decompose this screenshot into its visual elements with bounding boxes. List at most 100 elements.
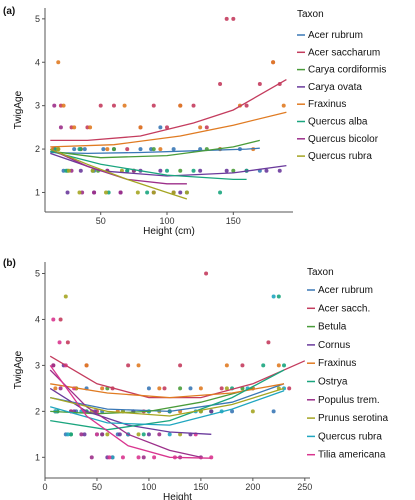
data-point xyxy=(198,168,203,173)
data-point xyxy=(136,432,141,437)
data-point xyxy=(72,125,77,130)
data-point xyxy=(204,271,209,276)
data-point xyxy=(261,363,266,368)
data-point xyxy=(240,363,245,368)
data-point xyxy=(104,190,109,195)
data-point xyxy=(63,294,68,299)
data-point xyxy=(271,294,276,299)
data-point xyxy=(218,190,223,195)
data-point xyxy=(277,168,282,173)
legend-label: Fraxinus xyxy=(318,358,356,369)
data-point xyxy=(58,386,63,391)
fit-line xyxy=(49,365,212,459)
data-point xyxy=(138,125,143,130)
data-point xyxy=(178,190,183,195)
fit-line xyxy=(50,387,285,417)
fit-line xyxy=(50,79,287,142)
data-point xyxy=(88,125,93,130)
data-point xyxy=(65,190,70,195)
data-point xyxy=(158,147,163,152)
fit-line xyxy=(50,139,260,159)
data-point xyxy=(125,147,130,152)
data-point xyxy=(257,81,262,86)
data-point xyxy=(271,60,276,65)
data-point xyxy=(145,190,150,195)
x-tick-label: 50 xyxy=(92,482,102,492)
data-point xyxy=(82,432,87,437)
data-point xyxy=(271,409,276,414)
data-point xyxy=(92,190,97,195)
data-point xyxy=(266,340,271,345)
fit-line xyxy=(50,150,247,181)
data-point xyxy=(136,363,141,368)
fit-line xyxy=(50,148,188,200)
data-point xyxy=(178,363,183,368)
y-tick-label: 3 xyxy=(35,360,40,370)
data-point xyxy=(141,432,146,437)
x-tick-label: 100 xyxy=(141,482,156,492)
y-tick-label: 5 xyxy=(35,268,40,278)
data-point xyxy=(68,432,73,437)
legend-label: Acer rubrum xyxy=(308,30,363,41)
data-point xyxy=(151,190,156,195)
legend-label: Quercus alba xyxy=(308,117,368,128)
legend-label: Cornus xyxy=(318,340,350,351)
data-point xyxy=(152,455,157,460)
data-point xyxy=(94,432,99,437)
data-point xyxy=(218,81,223,86)
data-point xyxy=(230,409,235,414)
data-point xyxy=(162,386,167,391)
data-point xyxy=(78,168,83,173)
x-tick-label: 150 xyxy=(226,216,241,226)
fit-line xyxy=(49,369,202,458)
x-axis-title: Height xyxy=(163,492,192,500)
y-tick-label: 2 xyxy=(35,406,40,416)
fit-line xyxy=(49,355,306,399)
legend-label: Quercus rubra xyxy=(318,431,382,442)
legend: Taxon Acer rubrum Acer saccharum Carya cord… xyxy=(297,9,386,162)
data-point xyxy=(111,147,116,152)
data-point xyxy=(171,147,176,152)
data-point xyxy=(66,168,71,173)
y-tick-label: 4 xyxy=(35,57,40,67)
data-point xyxy=(151,103,156,108)
y-axis-title: TwigAge xyxy=(13,350,24,389)
data-point xyxy=(57,340,62,345)
legend-label: Acer sacch. xyxy=(318,303,370,314)
data-point xyxy=(171,190,176,195)
data-point xyxy=(77,147,82,152)
data-point xyxy=(90,168,95,173)
data-point xyxy=(231,168,236,173)
data-point xyxy=(58,125,63,130)
data-point xyxy=(118,190,123,195)
fit-line xyxy=(50,383,285,413)
x-tick-label: 100 xyxy=(159,216,174,226)
x-axis-title: Height (cm) xyxy=(143,226,195,237)
data-point xyxy=(65,432,70,437)
data-point xyxy=(165,168,170,173)
data-point xyxy=(224,16,229,21)
y-tick-label: 4 xyxy=(35,314,40,324)
data-point xyxy=(125,168,130,173)
data-point xyxy=(151,147,156,152)
y-tick-label: 1 xyxy=(35,452,40,462)
y-tick-label: 3 xyxy=(35,101,40,111)
data-point xyxy=(165,125,170,130)
legend-label: Carya cordiformis xyxy=(308,65,386,76)
legend: Taxon Acer rubrum Acer sacch. Betula Cornus F… xyxy=(307,267,388,461)
data-point xyxy=(89,455,94,460)
data-point xyxy=(100,432,105,437)
data-point xyxy=(146,386,151,391)
data-point xyxy=(231,16,236,21)
data-point xyxy=(158,168,163,173)
y-tick-label: 2 xyxy=(35,144,40,154)
data-point xyxy=(276,294,281,299)
data-point xyxy=(167,432,172,437)
data-point xyxy=(105,147,110,152)
data-point xyxy=(158,125,163,130)
data-point xyxy=(79,432,84,437)
data-point xyxy=(61,103,66,108)
data-point xyxy=(56,147,61,152)
data-point xyxy=(244,103,249,108)
